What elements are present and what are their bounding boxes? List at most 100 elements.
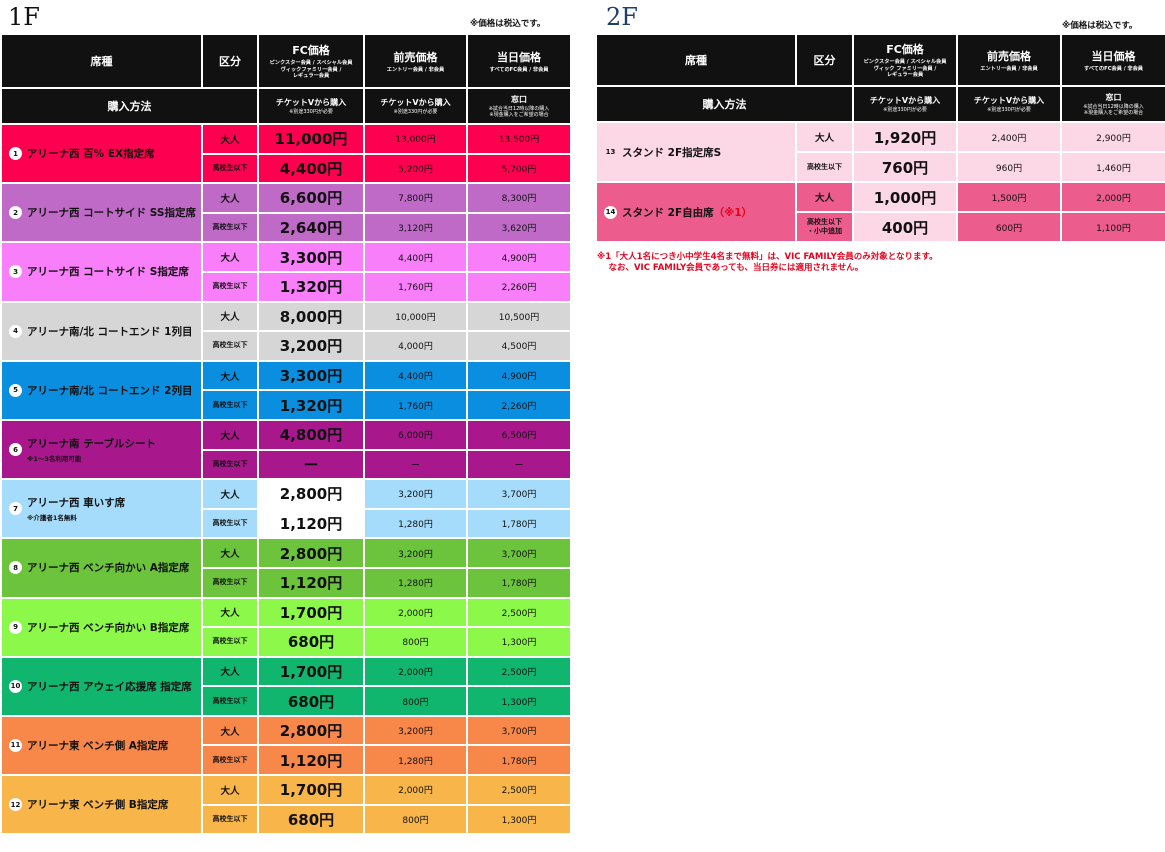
seat-number-badge: 13 — [605, 148, 616, 156]
seat-name-texts: アリーナ西 ベンチ向かい B指定席 — [27, 620, 189, 635]
sameday-price-cell: 3,620円 — [468, 213, 570, 242]
seat-name-cell: 12 アリーナ東 ベンチ側 B指定席 — [2, 776, 201, 834]
seat-name-cell: 3 アリーナ西 コートサイド S指定席 — [2, 243, 201, 301]
fc-price-cell: 3,300円 — [259, 361, 363, 390]
fc-price-cell: 1,700円 — [259, 657, 363, 686]
presale-price-cell: 4,000円 — [365, 332, 466, 360]
presale-price-cell: 2,000円 — [365, 598, 466, 627]
presale-price-cell: 960円 — [958, 153, 1060, 181]
category-cell: 大人 — [797, 183, 852, 211]
purchase-method-label: 購入方法 — [2, 89, 257, 123]
presale-price-cell: 2,000円 — [365, 776, 466, 804]
sameday-price-cell: 4,900円 — [468, 243, 570, 271]
presale-price-cell: 1,280円 — [365, 509, 466, 538]
sameday-price-cell: 2,500円 — [468, 657, 570, 686]
seat-name: アリーナ西 コートサイド S指定席 — [27, 266, 189, 279]
sameday-price-cell: 1,300円 — [468, 628, 570, 656]
presale-price-cell: 3,120円 — [365, 213, 466, 242]
presale-price-cell: 2,400円 — [958, 123, 1060, 151]
fc-price-cell: 400円 — [854, 213, 956, 241]
sameday-price-cell: 2,500円 — [468, 776, 570, 804]
presale-price-cell: 1,760円 — [365, 391, 466, 419]
purchase-fc-method-2f: チケットVから購入 ※別途330円が必要 — [854, 87, 956, 121]
category-cell: 高校生以下 — [203, 332, 257, 360]
header-category: 区分 — [203, 35, 257, 87]
seat-name: アリーナ西 車いす席 — [27, 497, 126, 510]
presale-price-cell: ー — [365, 450, 466, 479]
seat-name-texts: アリーナ東 ベンチ側 B指定席 — [27, 797, 168, 812]
fc-price-cell: 680円 — [259, 628, 363, 656]
category-cell: 高校生以下 — [203, 628, 257, 656]
header-category-2f: 区分 — [797, 35, 852, 85]
seat-number-badge: 12 — [9, 798, 22, 812]
header-seat-type-2f: 席種 — [597, 35, 795, 85]
sameday-price-cell: 2,500円 — [468, 598, 570, 627]
seat-name: アリーナ西 コートサイド SS指定席 — [27, 207, 196, 220]
sameday-price-cell: 10,500円 — [468, 302, 570, 331]
category-cell: 大人 — [203, 125, 257, 153]
fc-price-cell: 1,700円 — [259, 776, 363, 804]
tax-note-1f: ※価格は税込です。 — [470, 19, 546, 29]
category-cell: 高校生以下 — [203, 568, 257, 597]
presale-price-cell: 3,200円 — [365, 716, 466, 745]
header-seat-type: 席種 — [2, 35, 201, 87]
seat-name-texts: スタンド 2F自由席（※1） — [622, 205, 752, 220]
sameday-price-cell: 3,700円 — [468, 716, 570, 745]
seat-number-badge: 14 — [604, 205, 617, 219]
seat-name-texts: アリーナ東 ベンチ側 A指定席 — [27, 738, 168, 753]
category-cell: 大人 — [203, 598, 257, 627]
presale-price-cell: 800円 — [365, 687, 466, 715]
category-cell: 大人 — [203, 539, 257, 567]
seat-number-badge: 10 — [9, 679, 22, 693]
presale-price-cell: 1,280円 — [365, 568, 466, 597]
category-cell: 高校生以下 — [203, 391, 257, 419]
presale-price-cell: 6,000円 — [365, 420, 466, 449]
purchase-presale-method-2f: チケットVから購入 ※別途330円が必要 — [958, 87, 1060, 121]
sameday-price-cell: 5,700円 — [468, 154, 570, 183]
seat-note: ※介護者1名無料 — [27, 514, 77, 523]
sameday-price-cell: 1,300円 — [468, 805, 570, 834]
presale-price-cell: 1,280円 — [365, 746, 466, 775]
seat-name: アリーナ南/北 コートエンド 2列目 — [27, 384, 193, 397]
seat-name: スタンド 2F指定席S — [622, 146, 722, 159]
sameday-price-cell: 1,780円 — [468, 746, 570, 775]
sameday-price-cell: 2,900円 — [1062, 123, 1165, 151]
seat-name: スタンド 2F自由席 — [622, 206, 714, 219]
seat-name-texts: アリーナ西 ベンチ向かい A指定席 — [27, 560, 189, 575]
fc-price-cell: 8,000円 — [259, 302, 363, 331]
seat-name-cell: 7 アリーナ西 車いす席 ※介護者1名無料 — [2, 480, 201, 538]
sameday-price-cell: 13,500円 — [468, 125, 570, 153]
tax-note-2f: ※価格は税込です。 — [1062, 21, 1138, 31]
seat-name: アリーナ南 テーブルシート — [27, 438, 157, 451]
sameday-price-cell: 6,500円 — [468, 420, 570, 449]
seat-number-badge: 3 — [9, 265, 22, 279]
sameday-price-cell: 2,260円 — [468, 391, 570, 419]
seat-number-badge: 7 — [9, 502, 22, 516]
sameday-price-cell: 1,780円 — [468, 509, 570, 538]
header-sameday-price: 当日価格 すべてのFC会員 / 非会員 — [468, 35, 570, 87]
fc-price-cell: 680円 — [259, 805, 363, 834]
sameday-price-cell: 2,000円 — [1062, 183, 1165, 211]
fc-price-cell: 3,200円 — [259, 332, 363, 360]
presale-price-cell: 10,000円 — [365, 302, 466, 331]
seat-name-cell: 6 アリーナ南 テーブルシート ※1〜3名利用可能 — [2, 420, 201, 479]
category-cell: 大人 — [203, 657, 257, 686]
purchase-sameday-method-2f: 窓口 ※試合当日12時以降の購入 ※現金購入をご希望の場合 — [1062, 87, 1165, 121]
sameday-price-cell: 3,700円 — [468, 539, 570, 567]
presale-price-cell: 800円 — [365, 628, 466, 656]
seat-name: アリーナ西 アウェイ応援席 指定席 — [27, 680, 192, 693]
category-cell: 大人 — [203, 480, 257, 508]
seat-name-cell: 10 アリーナ西 アウェイ応援席 指定席 — [2, 657, 201, 715]
category-cell: 大人 — [203, 776, 257, 804]
seat-name-texts: アリーナ南 テーブルシート ※1〜3名利用可能 — [27, 436, 156, 463]
seat-name: アリーナ西 ベンチ向かい B指定席 — [27, 621, 190, 634]
category-cell: 高校生以下 — [203, 746, 257, 775]
seat-number-badge: 2 — [9, 206, 22, 220]
fc-price-cell: 11,000円 — [259, 125, 363, 153]
fc-price-cell: 4,400円 — [259, 154, 363, 183]
category-cell: 高校生以下 ・小中追加 — [797, 213, 852, 241]
category-cell: 大人 — [797, 123, 852, 151]
sameday-price-cell: 1,780円 — [468, 568, 570, 597]
fc-price-cell: ー — [259, 450, 363, 479]
fc-price-cell: 2,800円 — [259, 480, 363, 508]
